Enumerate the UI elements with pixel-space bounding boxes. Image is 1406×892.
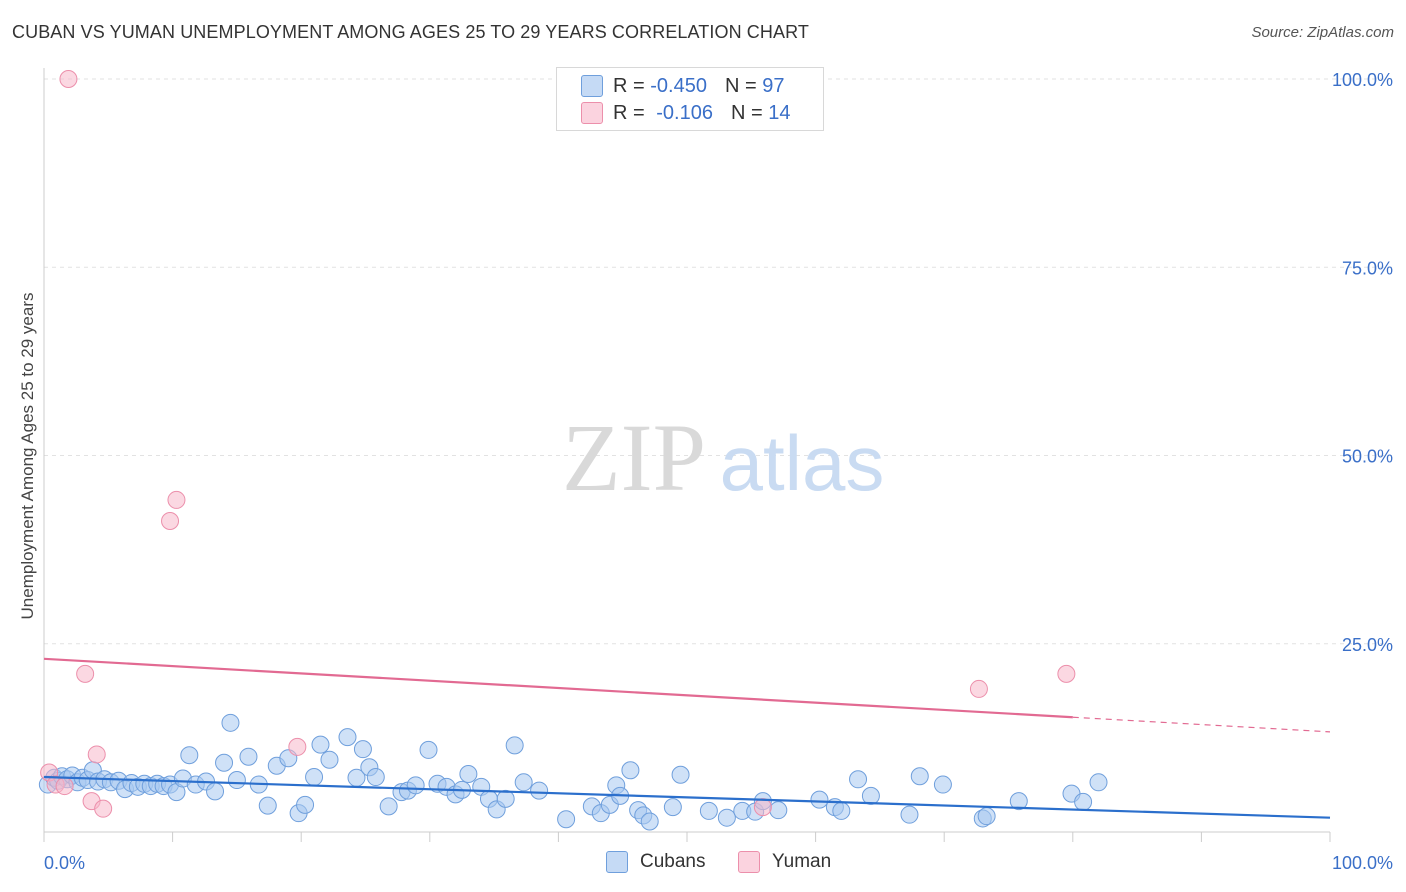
cubans-point [366,768,385,787]
cubans-point [379,797,398,816]
legend-swatch-cubans [581,75,603,97]
legend-n-value: 97 [762,74,785,97]
watermark-atlas: atlas [720,419,885,507]
yuman-point [288,737,307,756]
cubans-point [717,808,736,827]
cubans-point [832,801,851,820]
cubans-point [1009,792,1028,811]
watermark-zip: ZIP [562,404,706,511]
yuman-point [87,745,106,764]
yuman-point [1057,664,1076,683]
yuman-trend-line [43,657,1073,719]
cubans-point [1089,773,1108,792]
cubans-point [640,812,659,831]
legend-n-label: N = [730,101,769,124]
watermark: ZIP atlas [562,404,884,511]
cubans-trend-line [43,775,1331,819]
cubans-point [459,765,478,784]
gridlines [44,78,1395,645]
yuman-point [167,490,186,509]
cubans-point [419,740,438,759]
cubans-point [699,801,718,820]
cubans-point [496,789,515,808]
legend-r-value: -0.106 [656,101,713,124]
y-tick-label: 25.0% [1342,635,1393,655]
cubans-point [861,786,880,805]
cubans-point [1074,792,1093,811]
cubans-point [311,735,330,754]
cubans-point [910,767,929,786]
cubans-point [305,768,324,787]
legend-n-value: 14 [768,101,791,124]
cubans-point [663,798,682,817]
cubans-point [258,796,277,815]
cubans-point [671,765,690,784]
legend-row-cubans: R = -0.450 N = 97 [581,73,784,99]
cubans-point [320,750,339,769]
legend-n-label: N = [724,74,763,97]
tick-labels: 25.0% 50.0% 75.0% 100.0% 0.0% 100.0% [44,70,1393,873]
chart-title: CUBAN VS YUMAN UNEMPLOYMENT AMONG AGES 2… [12,22,809,42]
cubans-point [227,771,246,790]
y-tick-label: 100.0% [1332,70,1393,90]
cubans-point [406,776,425,795]
cubans-point [221,713,240,732]
legend-label-cubans: Cubans [640,851,706,872]
cubans-point [206,782,225,801]
yuman-point [55,777,74,796]
legend-swatch-yuman [738,851,760,873]
yuman-point [753,798,772,817]
trend-lines [43,657,1331,819]
cubans-point [239,747,258,766]
cubans-point [977,807,996,826]
source-attribution: Source: ZipAtlas.com [1251,24,1394,41]
cubans-point [530,781,549,800]
cubans-point [514,773,533,792]
yuman-point [161,512,180,531]
cubans-point [810,790,829,809]
yuman-point [969,679,988,698]
yuman-point [94,799,113,818]
cubans-point [933,775,952,794]
cubans-point [900,805,919,824]
legend-r-label: R = [613,74,651,97]
legend-swatch-cubans [606,851,628,873]
cubans-point [296,795,315,814]
x-tick-label: 100.0% [1332,853,1393,873]
y-tick-label: 75.0% [1342,258,1393,278]
cubans-point [215,753,234,772]
x-tick-label: 0.0% [44,853,85,873]
cubans-point [557,810,576,829]
cubans-point [338,728,357,747]
cubans-point [180,746,199,765]
legend-label-yuman: Yuman [772,851,832,872]
legend-item-yuman: Yuman [738,851,831,873]
legend-r-value: -0.450 [650,74,707,97]
legend-r-label: R = [613,101,651,124]
cubans-point [769,801,788,820]
legend-row-yuman: R = -0.106 N = 14 [581,100,790,126]
y-tick-label: 50.0% [1342,447,1393,467]
yuman-trend-line-extension [1072,716,1331,733]
series-legend: Cubans Yuman [0,851,1406,879]
cubans-point [353,740,372,759]
cubans-point [621,761,640,780]
yuman-point [76,664,95,683]
legend-item-cubans: Cubans [606,851,706,873]
yuman-point [59,70,78,88]
cubans-point [505,736,524,755]
axes [43,68,1331,842]
correlation-legend: R = -0.450 N = 97 R = -0.106 N = 14 [556,67,824,131]
legend-swatch-yuman [581,102,603,124]
data-points [38,70,1108,831]
cubans-point [849,770,868,789]
